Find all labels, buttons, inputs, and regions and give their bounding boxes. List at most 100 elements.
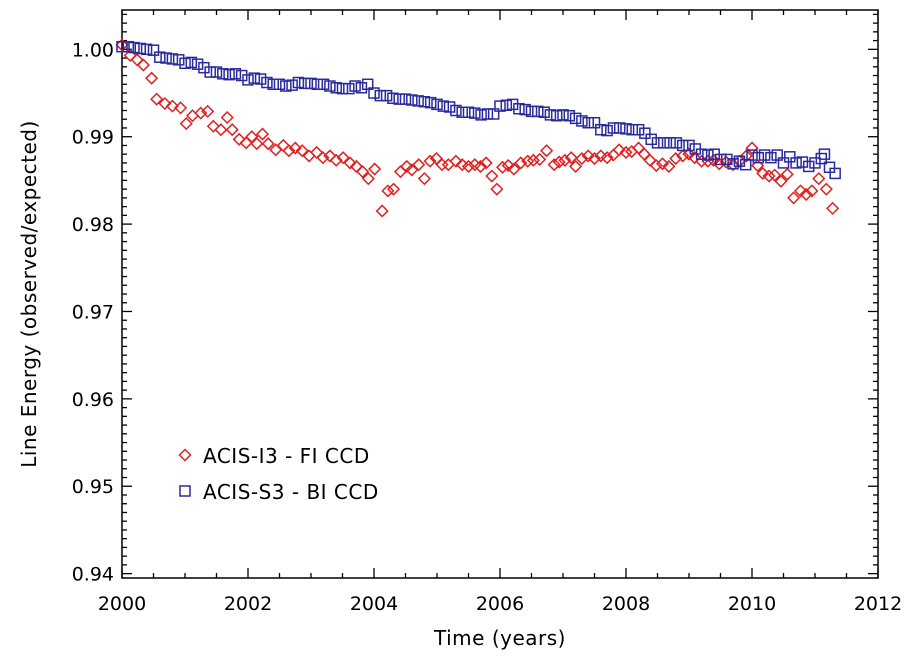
square-point (248, 72, 261, 84)
square-point (664, 137, 676, 149)
square-point (525, 105, 538, 118)
diamond-point (232, 132, 246, 146)
diamond-point (540, 144, 554, 158)
diamond-point (745, 141, 759, 155)
square-point (802, 160, 815, 173)
square-point (576, 115, 588, 127)
square-point (777, 157, 790, 169)
square-point (343, 82, 355, 95)
diamond-point (564, 151, 578, 165)
diamond-point (179, 117, 193, 131)
diamond-point (473, 159, 488, 173)
square-point (380, 89, 393, 102)
square-point (475, 109, 487, 121)
diamond-point (412, 158, 426, 172)
diamond-point (768, 168, 782, 182)
x-tick-label: 2002 (224, 593, 272, 615)
square-point (431, 98, 443, 111)
diamond-point (206, 119, 220, 133)
diamond-point (158, 96, 172, 111)
square-point (418, 96, 431, 108)
diamond-point (655, 157, 670, 171)
square-point (387, 92, 399, 105)
diamond-point (575, 151, 589, 166)
diamond-point (393, 165, 408, 179)
diamond-point (751, 158, 765, 173)
diamond-point (201, 104, 215, 118)
diamond-point (619, 145, 633, 159)
square-point (487, 108, 500, 120)
diamond-point (612, 143, 626, 157)
x-tick-label: 2004 (350, 593, 398, 615)
diamond-point (739, 149, 753, 163)
diamond-point (386, 182, 401, 196)
square-point (765, 151, 777, 164)
square-point (613, 122, 626, 134)
diamond-point (501, 158, 515, 173)
diamond-point (774, 174, 788, 188)
diamond-point (632, 141, 646, 155)
diamond-point (793, 184, 808, 198)
y-tick-label: 0.94 (72, 564, 114, 586)
square-point (620, 123, 632, 135)
diamond-point (581, 149, 595, 163)
diamond-point (261, 137, 275, 151)
diamond-point (323, 149, 337, 163)
square-point (254, 73, 267, 85)
diamond-point (310, 145, 324, 159)
square-point (355, 82, 368, 94)
x-axis: 2000 2002 2004 2006 2008 2010 2012 (98, 10, 902, 615)
square-point (443, 101, 456, 113)
diamond-point (682, 147, 696, 161)
square-point (166, 53, 179, 65)
diamond-point (295, 144, 309, 158)
square-point (752, 151, 765, 164)
square-point (746, 149, 758, 161)
square-point (229, 68, 242, 80)
square-point (437, 100, 450, 112)
diamond-point (587, 151, 602, 166)
square-point (544, 109, 557, 121)
legend-marker-2 (179, 485, 191, 497)
diamond-point (220, 110, 234, 125)
square-point (185, 56, 198, 69)
square-point (330, 82, 342, 94)
square-point (557, 109, 569, 121)
square-point (695, 148, 708, 160)
square-point (324, 80, 336, 92)
diamond-point (726, 158, 740, 172)
square-point (393, 93, 405, 105)
square-point (676, 139, 689, 152)
square-point (140, 43, 153, 56)
square-point (134, 42, 147, 55)
square-point (116, 40, 128, 53)
diamond-point (150, 92, 164, 106)
diamond-point (130, 53, 144, 67)
diamond-point (239, 136, 253, 150)
square-point (469, 107, 481, 119)
square-point (298, 77, 311, 90)
diamond-point (569, 159, 583, 173)
square-point (336, 82, 349, 95)
square-point (771, 149, 783, 161)
square-point (532, 105, 544, 118)
x-axis-label: Time (years) (433, 626, 566, 650)
diamond-point (756, 166, 770, 180)
square-point (361, 78, 374, 91)
diamond-point (819, 182, 833, 196)
square-point (154, 51, 166, 63)
square-point (670, 137, 683, 149)
diamond-point (282, 144, 296, 158)
diamond-point (336, 151, 350, 165)
square-point (450, 104, 462, 117)
diamond-point (507, 162, 521, 176)
diamond-point (245, 130, 259, 144)
diamond-point (787, 191, 801, 205)
diamond-point (514, 156, 528, 170)
square-point (147, 44, 160, 56)
diamond-point (316, 151, 330, 165)
square-point (399, 93, 412, 105)
square-point (210, 66, 223, 78)
diamond-point (361, 172, 375, 186)
